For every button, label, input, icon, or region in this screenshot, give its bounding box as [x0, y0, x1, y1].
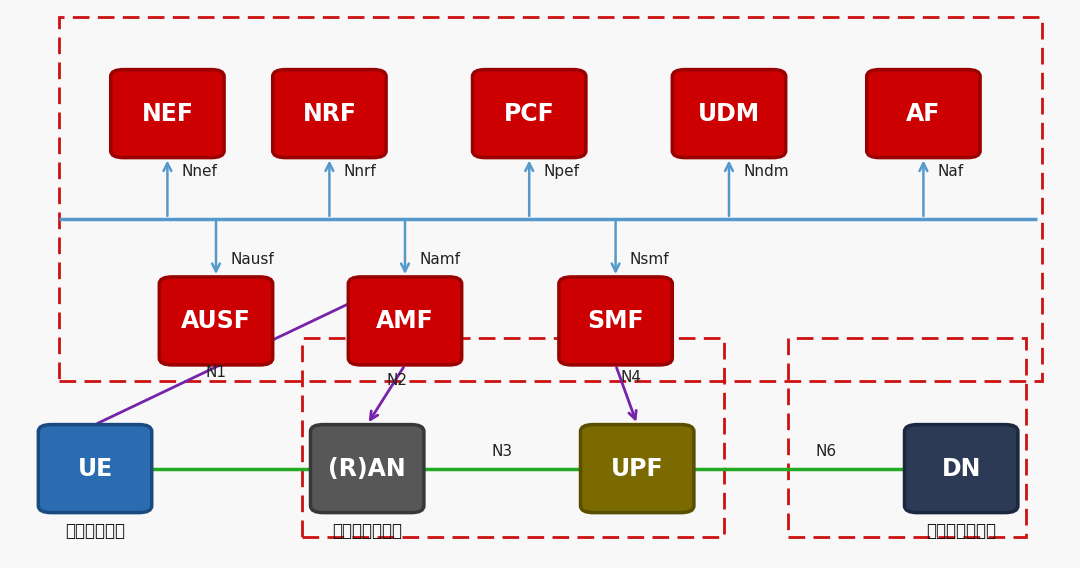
FancyBboxPatch shape: [272, 69, 387, 157]
Text: AUSF: AUSF: [181, 309, 251, 333]
Text: AF: AF: [906, 102, 941, 126]
Text: (R)AN: (R)AN: [328, 457, 406, 481]
Text: N3: N3: [491, 444, 513, 459]
FancyBboxPatch shape: [581, 425, 693, 512]
Text: Namf: Namf: [419, 252, 460, 266]
Text: UPF: UPF: [611, 457, 663, 481]
Text: N1: N1: [205, 365, 226, 379]
Text: Nndm: Nndm: [743, 164, 788, 178]
Text: Nnrf: Nnrf: [343, 164, 376, 178]
Text: N2: N2: [387, 373, 407, 388]
Text: UDM: UDM: [698, 102, 760, 126]
Text: PCF: PCF: [504, 102, 554, 126]
Text: AMF: AMF: [376, 309, 434, 333]
Text: UE: UE: [78, 457, 112, 481]
Text: N4: N4: [621, 370, 642, 385]
FancyBboxPatch shape: [473, 69, 585, 157]
FancyBboxPatch shape: [311, 425, 424, 512]
FancyBboxPatch shape: [160, 277, 272, 365]
Text: Npef: Npef: [543, 164, 579, 178]
Text: Nsmf: Nsmf: [630, 252, 670, 266]
Text: DN: DN: [942, 457, 981, 481]
Text: 终端（手机）: 终端（手机）: [65, 522, 125, 540]
FancyBboxPatch shape: [672, 69, 786, 157]
Text: N6: N6: [815, 444, 837, 459]
FancyBboxPatch shape: [905, 425, 1017, 512]
Text: SMF: SMF: [588, 309, 644, 333]
FancyBboxPatch shape: [348, 277, 462, 365]
Text: NEF: NEF: [141, 102, 193, 126]
FancyBboxPatch shape: [559, 277, 672, 365]
FancyBboxPatch shape: [111, 69, 225, 157]
Text: 运营商数据网络: 运营商数据网络: [927, 522, 996, 540]
Text: 接入网（基站）: 接入网（基站）: [333, 522, 402, 540]
FancyBboxPatch shape: [867, 69, 981, 157]
Text: Naf: Naf: [937, 164, 963, 178]
FancyBboxPatch shape: [39, 425, 151, 512]
Text: NRF: NRF: [302, 102, 356, 126]
Text: Nnef: Nnef: [181, 164, 217, 178]
Text: Nausf: Nausf: [230, 252, 274, 266]
